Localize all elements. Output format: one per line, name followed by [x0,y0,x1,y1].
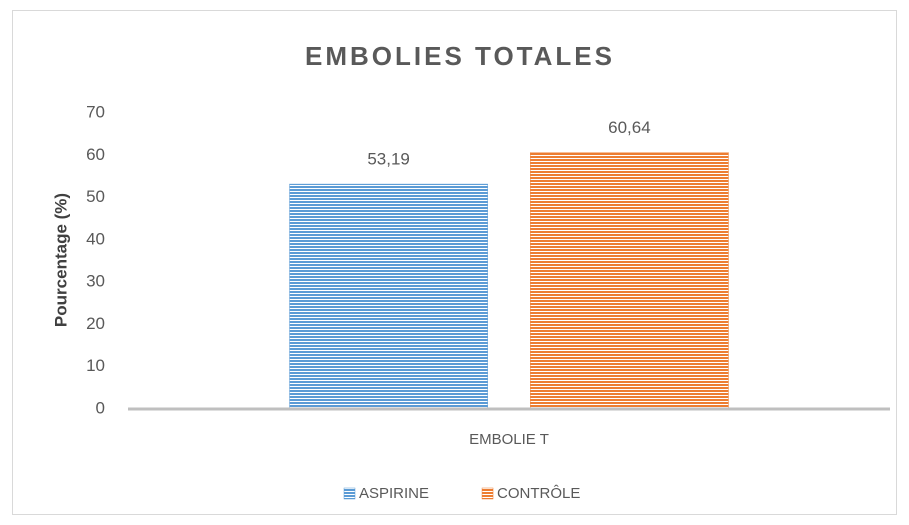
bar [289,183,488,410]
y-tick-label: 60 [86,145,105,164]
legend-label: ASPIRINE [359,485,429,502]
y-axis-label: Pourcentage (%) [51,193,70,327]
y-tick-label: 0 [96,398,105,417]
bar [530,152,729,410]
data-label: 53,19 [367,150,410,169]
y-tick-label: 20 [86,314,105,333]
y-tick-label: 50 [86,187,105,206]
y-tick-label: 30 [86,272,105,291]
y-tick-label: 70 [86,102,105,121]
y-tick-label: 10 [86,356,105,375]
legend-label: CONTRÔLE [497,485,580,502]
legend-swatch [343,487,356,500]
legend-swatch [481,487,494,500]
data-label: 60,64 [608,118,651,137]
y-tick-label: 40 [86,229,105,248]
chart-title: EMBOLIES TOTALES [305,41,615,71]
x-tick-label: EMBOLIE T [469,431,549,448]
